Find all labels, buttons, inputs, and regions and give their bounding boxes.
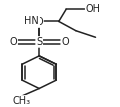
Text: HN: HN	[24, 16, 39, 26]
Text: CH₃: CH₃	[13, 96, 31, 106]
Text: O: O	[35, 17, 43, 27]
Text: S: S	[36, 37, 42, 47]
Text: OH: OH	[86, 4, 101, 14]
Text: O: O	[9, 37, 17, 47]
Text: O: O	[61, 37, 69, 47]
